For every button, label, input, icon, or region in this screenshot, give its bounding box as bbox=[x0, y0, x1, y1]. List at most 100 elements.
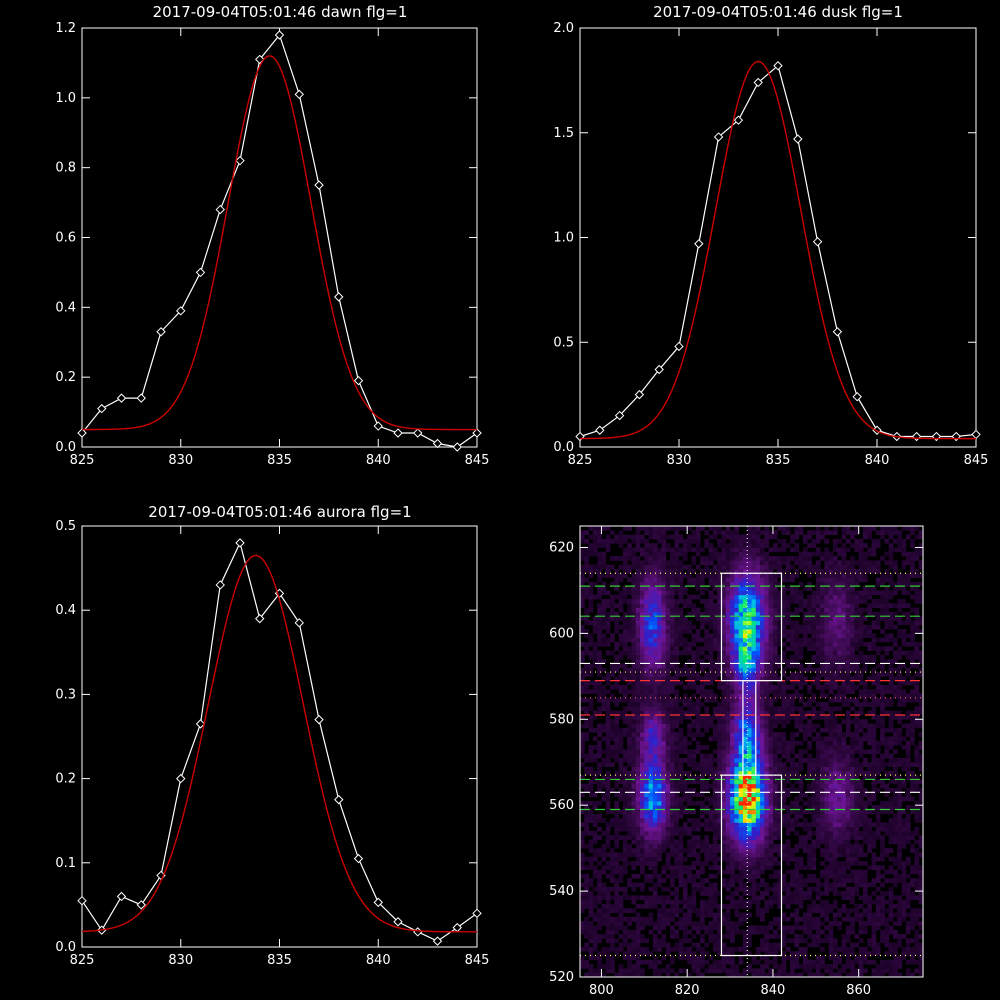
panel-image-pixel bbox=[772, 886, 778, 892]
panel-image-pixel bbox=[837, 921, 842, 926]
panel-image-pixel bbox=[730, 753, 735, 759]
panel-image-pixel bbox=[712, 641, 718, 647]
panel-image-pixel bbox=[605, 719, 611, 724]
panel-image-pixel bbox=[730, 676, 735, 682]
panel-image-pixel bbox=[772, 946, 778, 952]
panel-image-pixel bbox=[648, 775, 654, 780]
panel-dawn-data-point bbox=[334, 292, 344, 302]
panel-image-pixel bbox=[841, 783, 847, 789]
panel-image-pixel bbox=[905, 770, 911, 776]
panel-image-pixel bbox=[875, 719, 881, 724]
panel-image-pixel bbox=[884, 848, 890, 853]
panel-image-pixel bbox=[712, 925, 718, 931]
panel-image-pixel bbox=[584, 972, 589, 978]
panel-image-pixel bbox=[910, 663, 915, 669]
panel-image-pixel bbox=[781, 779, 787, 785]
panel-image-pixel bbox=[772, 749, 778, 755]
panel-image-pixel bbox=[772, 719, 778, 724]
panel-image-pixel bbox=[862, 912, 868, 918]
panel-image-pixel bbox=[734, 641, 740, 647]
panel-image-pixel bbox=[858, 912, 864, 918]
panel-image-pixel bbox=[721, 809, 727, 815]
panel-image-pixel bbox=[747, 934, 752, 939]
panel-image-pixel bbox=[695, 766, 701, 772]
panel-image-pixel bbox=[888, 895, 894, 901]
panel-image-pixel bbox=[850, 908, 855, 913]
panel-image-pixel bbox=[905, 792, 911, 797]
panel-image-pixel bbox=[717, 822, 722, 828]
panel-image-pixel bbox=[674, 779, 680, 785]
panel-image-pixel bbox=[712, 895, 718, 901]
panel-image-pixel bbox=[794, 650, 800, 656]
panel-image-pixel bbox=[790, 637, 795, 643]
panel-image-pixel bbox=[738, 852, 744, 858]
panel-image-pixel bbox=[772, 955, 778, 961]
panel-image-pixel bbox=[738, 779, 744, 785]
panel-image-pixel bbox=[691, 848, 697, 853]
panel-image-pixel bbox=[691, 762, 697, 767]
panel-image-pixel bbox=[832, 826, 838, 832]
panel-image-pixel bbox=[610, 693, 615, 699]
panel-image-pixel bbox=[824, 637, 830, 643]
panel-image-pixel bbox=[592, 925, 598, 931]
panel-image-pixel bbox=[828, 843, 834, 849]
panel-image-pixel bbox=[914, 684, 920, 690]
panel-image-pixel bbox=[807, 964, 812, 969]
panel-image-pixel bbox=[657, 680, 662, 686]
panel-image-pixel bbox=[665, 895, 671, 901]
panel-image-pixel bbox=[704, 783, 710, 789]
panel-image-pixel bbox=[781, 702, 787, 707]
panel-image-pixel bbox=[610, 869, 615, 875]
panel-image-pixel bbox=[734, 745, 740, 750]
panel-image-pixel bbox=[815, 732, 821, 737]
panel-image-pixel bbox=[845, 852, 851, 858]
panel-image-pixel bbox=[751, 775, 757, 780]
panel-image-pixel bbox=[850, 964, 855, 969]
panel-image-pixel bbox=[815, 667, 821, 673]
panel-image-pixel bbox=[665, 706, 671, 712]
panel-image-pixel bbox=[610, 921, 615, 926]
panel-image-pixel bbox=[601, 693, 607, 699]
panel-image-pixel bbox=[614, 740, 619, 746]
panel-image-pixel bbox=[875, 684, 881, 690]
panel-image-pixel bbox=[597, 633, 602, 639]
panel-image-pixel bbox=[841, 822, 847, 828]
panel-image-pixel bbox=[875, 650, 881, 656]
panel-image-pixel bbox=[858, 749, 864, 755]
panel-image-pixel bbox=[742, 766, 748, 772]
panel-image-pixel bbox=[892, 740, 898, 746]
panel-dusk-data-point bbox=[674, 341, 684, 352]
panel-image-pixel bbox=[875, 895, 881, 901]
panel-image-pixel bbox=[648, 964, 654, 969]
panel-image-pixel bbox=[738, 680, 744, 686]
panel-image-pixel bbox=[845, 650, 851, 656]
panel-image-pixel bbox=[845, 684, 851, 690]
panel-image-pixel bbox=[845, 908, 851, 913]
panel-image-pixel bbox=[725, 680, 731, 686]
panel-image-pixel bbox=[832, 775, 838, 780]
panel-image-pixel bbox=[768, 818, 774, 823]
panel-image-pixel bbox=[884, 775, 890, 780]
panel-image-pixel bbox=[614, 745, 619, 750]
panel-image-pixel bbox=[644, 676, 649, 682]
panel-image-pixel bbox=[674, 946, 680, 952]
panel-image-pixel bbox=[674, 714, 680, 720]
panel-image-pixel bbox=[584, 921, 589, 926]
panel-image-pixel bbox=[790, 878, 795, 883]
panel-image-pixel bbox=[854, 861, 860, 866]
panel-image-pixel bbox=[760, 710, 765, 716]
panel-image-pixel bbox=[755, 813, 761, 819]
panel-image-pixel bbox=[777, 964, 782, 969]
panel-image-pixel bbox=[888, 886, 894, 892]
panel-image-pixel bbox=[695, 684, 701, 690]
panel-image-pixel bbox=[781, 697, 787, 703]
panel-image-pixel bbox=[880, 689, 885, 694]
panel-image-pixel bbox=[708, 843, 714, 849]
panel-image-pixel bbox=[665, 646, 671, 651]
panel-image-pixel bbox=[704, 654, 710, 660]
panel-image-pixel bbox=[670, 929, 675, 935]
panel-image-pixel bbox=[742, 723, 748, 729]
panel-image-pixel bbox=[751, 818, 757, 823]
panel-image-pixel bbox=[597, 783, 602, 789]
panel-image-pixel bbox=[905, 805, 911, 810]
